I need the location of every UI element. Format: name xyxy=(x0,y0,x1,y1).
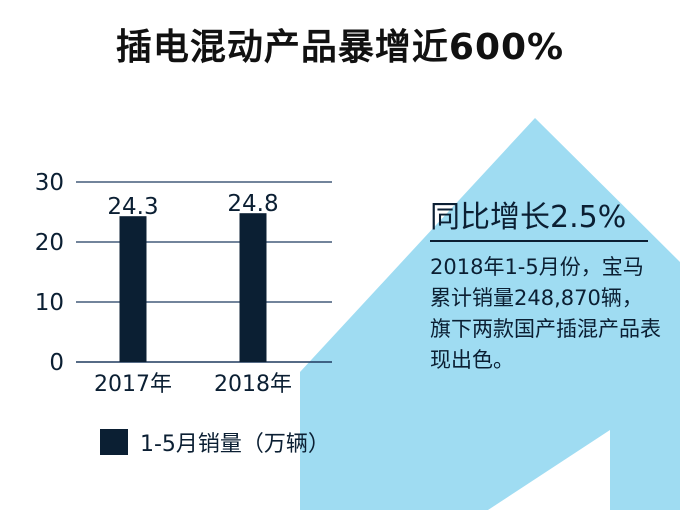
y-tick-label: 30 xyxy=(35,170,64,196)
x-tick-labels: 2017年 2018年 xyxy=(94,372,292,397)
bar xyxy=(239,213,267,362)
y-tick-labels: 0 10 20 30 xyxy=(35,170,64,376)
x-tick-label: 2018年 xyxy=(214,372,292,397)
callout-divider xyxy=(430,240,648,242)
y-tick-label: 20 xyxy=(35,230,64,256)
bar xyxy=(119,216,147,362)
legend-swatch xyxy=(100,429,128,455)
legend-label: 1-5月销量（万辆） xyxy=(140,432,330,457)
y-tick-label: 10 xyxy=(35,290,64,316)
arrow-shape xyxy=(300,118,680,510)
data-labels: 24.3 24.8 xyxy=(107,191,278,220)
data-label: 24.8 xyxy=(227,191,278,217)
data-label: 24.3 xyxy=(107,194,158,220)
callout-heading: 同比增长2.5% xyxy=(430,200,627,235)
chart-legend: 1-5月销量（万辆） xyxy=(100,426,330,458)
x-tick-label: 2017年 xyxy=(94,372,172,397)
bars xyxy=(119,213,267,362)
growth-callout: 同比增长2.5% 2018年1-5月份，宝马累计销量248,870辆，旗下两款国… xyxy=(430,192,670,376)
gridlines xyxy=(76,181,332,363)
page-title: 插电混动产品暴增近600% xyxy=(115,27,565,68)
y-tick-label: 0 xyxy=(49,350,64,376)
callout-body: 2018年1-5月份，宝马累计销量248,870辆，旗下两款国产插混产品表现出色… xyxy=(430,255,661,372)
